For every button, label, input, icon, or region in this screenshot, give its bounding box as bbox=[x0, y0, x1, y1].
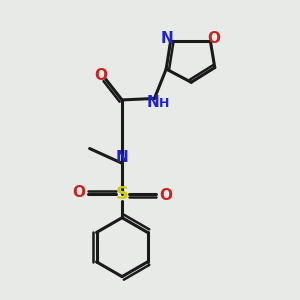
Text: O: O bbox=[159, 188, 172, 203]
Text: N: N bbox=[116, 150, 128, 165]
Text: O: O bbox=[72, 185, 85, 200]
Text: S: S bbox=[116, 185, 128, 203]
Text: N: N bbox=[161, 31, 173, 46]
Text: O: O bbox=[94, 68, 107, 83]
Text: O: O bbox=[207, 31, 220, 46]
Text: H: H bbox=[159, 97, 169, 110]
Text: N: N bbox=[147, 94, 159, 110]
